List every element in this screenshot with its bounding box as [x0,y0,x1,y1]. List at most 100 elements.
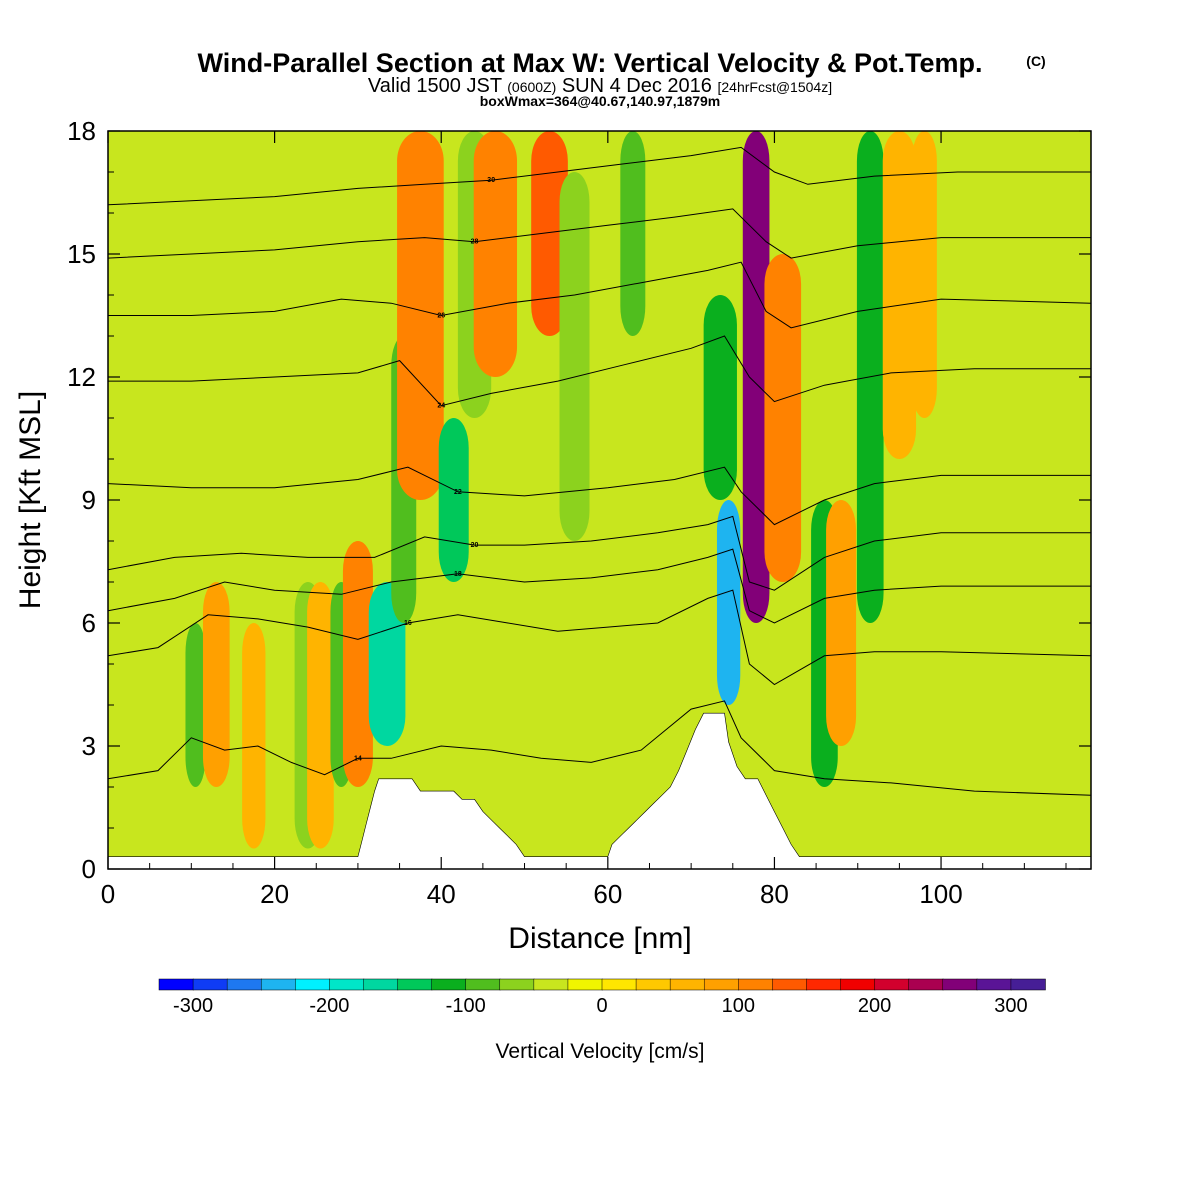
chart-subtitle-box: boxWmax=364@40.67,140.97,1879m [480,93,721,109]
x-tick-label: 100 [919,879,962,909]
contour-line [108,208,1091,259]
colorbar-label: Vertical Velocity [cm/s] [496,1040,705,1063]
y-tick-label: 18 [67,116,96,146]
colorbar-swatch [226,978,262,991]
velocity-band-shape [397,131,444,500]
colorbar-swatch [806,978,842,991]
contour-line [108,261,1091,329]
velocity-band-shape [703,295,737,500]
colorbar-swatch [533,978,569,991]
x-tick-label: 60 [593,879,622,909]
velocity-band-shape [559,172,590,541]
velocity-band [764,254,802,582]
velocity-band-shape [620,131,646,336]
velocity-band-shape [764,254,802,582]
velocity-band-shape [342,541,373,787]
contour-line [108,335,1091,407]
contour-label: 28 [471,239,479,246]
contour-label: 14 [354,755,362,762]
colorbar-tick-labels: -300 -200 -100 0 100 200 300 [173,995,1028,1017]
y-tick-label: 12 [67,362,96,392]
y-tick-label: 6 [82,608,96,638]
velocity-band [911,131,937,418]
velocity-band [202,582,230,787]
velocity-band [716,500,741,705]
colorbar-swatch [295,978,331,991]
colorbar-swatch [1010,978,1046,991]
velocity-band [438,418,469,582]
colorbar-swatch [192,978,228,991]
colorbar-swatch [329,978,365,991]
velocity-band-shape [473,131,518,377]
contour-label: 16 [404,620,412,627]
colorbar-swatch [567,978,603,991]
contour-line [108,589,1091,686]
velocity-band [368,582,406,746]
y-tick-label: 0 [82,854,96,884]
contour-line [108,146,1091,206]
contour-label: 22 [454,489,462,496]
contour-label: 26 [437,313,445,320]
colorbar-swatch [260,978,297,991]
colorbar-swatch [703,978,740,991]
contour-label: 20 [471,542,479,549]
colorbar-swatch [397,978,433,991]
colorbar-swatch [158,978,194,991]
velocity-band [826,500,857,746]
colorbar-swatch [465,978,501,991]
velocity-band [620,131,646,336]
contour-line [108,466,1091,526]
y-tick-label: 3 [82,731,96,761]
terrain-mask [108,712,1091,869]
y-tick-label: 15 [67,239,96,269]
velocity-band-shape [911,131,937,418]
velocity-band-shape [185,623,206,787]
velocity-band [882,131,917,459]
colorbar-tick-label: -100 [446,995,486,1017]
velocity-band-shape [882,131,917,459]
velocity-band-shape [438,418,469,582]
subtitle-forecast: [24hrFcst@1504z] [717,79,832,95]
x-tick-label: 0 [101,879,115,909]
colorbar-swatch [363,978,399,991]
subtitle-utc: (0600Z) [507,79,556,95]
x-tick-label: 20 [260,879,289,909]
velocity-band-shape [531,131,568,336]
velocity-band [703,295,737,500]
plot-area: 14 16 18 20 22 24 26 28 30 [108,131,1091,869]
chart-title: Wind-Parallel Section at Max W: Vertical… [198,48,983,78]
contour-label: 18 [454,571,462,578]
y-axis-label: Height [Kft MSL] [14,391,47,609]
y-tick-label: 9 [82,485,96,515]
x-axis-ticks: 0 20 40 60 80 100 [101,131,1067,909]
velocity-band [185,623,206,787]
colorbar-swatch [908,978,944,991]
velocity-band-shape [242,623,266,849]
y-axis-ticks: 0 3 6 9 12 15 18 [67,116,1091,884]
colorbar-swatch [669,978,705,991]
chart-title-mark: (C) [1026,53,1045,69]
colorbar-tick-label: 300 [994,995,1027,1017]
chart-subtitle: Valid 1500 JST (0600Z) SUN 4 Dec 2016 [2… [368,75,832,97]
colorbar-tick-label: 200 [858,995,891,1017]
colorbar-swatch [840,978,876,991]
velocity-band-shape [368,582,406,746]
contour-line [108,515,1091,591]
x-tick-label: 40 [427,879,456,909]
colorbar-tick-label: 100 [722,995,755,1017]
velocity-band [473,131,518,377]
colorbar-swatch [499,978,535,991]
colorbar [158,978,1046,991]
x-axis-label: Distance [nm] [508,922,691,955]
velocity-band [307,582,334,849]
colorbar-tick-label: 0 [596,995,607,1017]
colorbar-swatch [942,978,978,991]
colorbar-tick-label: -300 [173,995,213,1017]
colorbar-swatch [976,978,1012,991]
subtitle-date: SUN 4 Dec 2016 [556,75,717,97]
subtitle-valid: Valid 1500 JST [368,75,507,97]
colorbar-swatch [431,978,467,991]
velocity-band [531,131,568,336]
velocity-band-shape [307,582,334,849]
